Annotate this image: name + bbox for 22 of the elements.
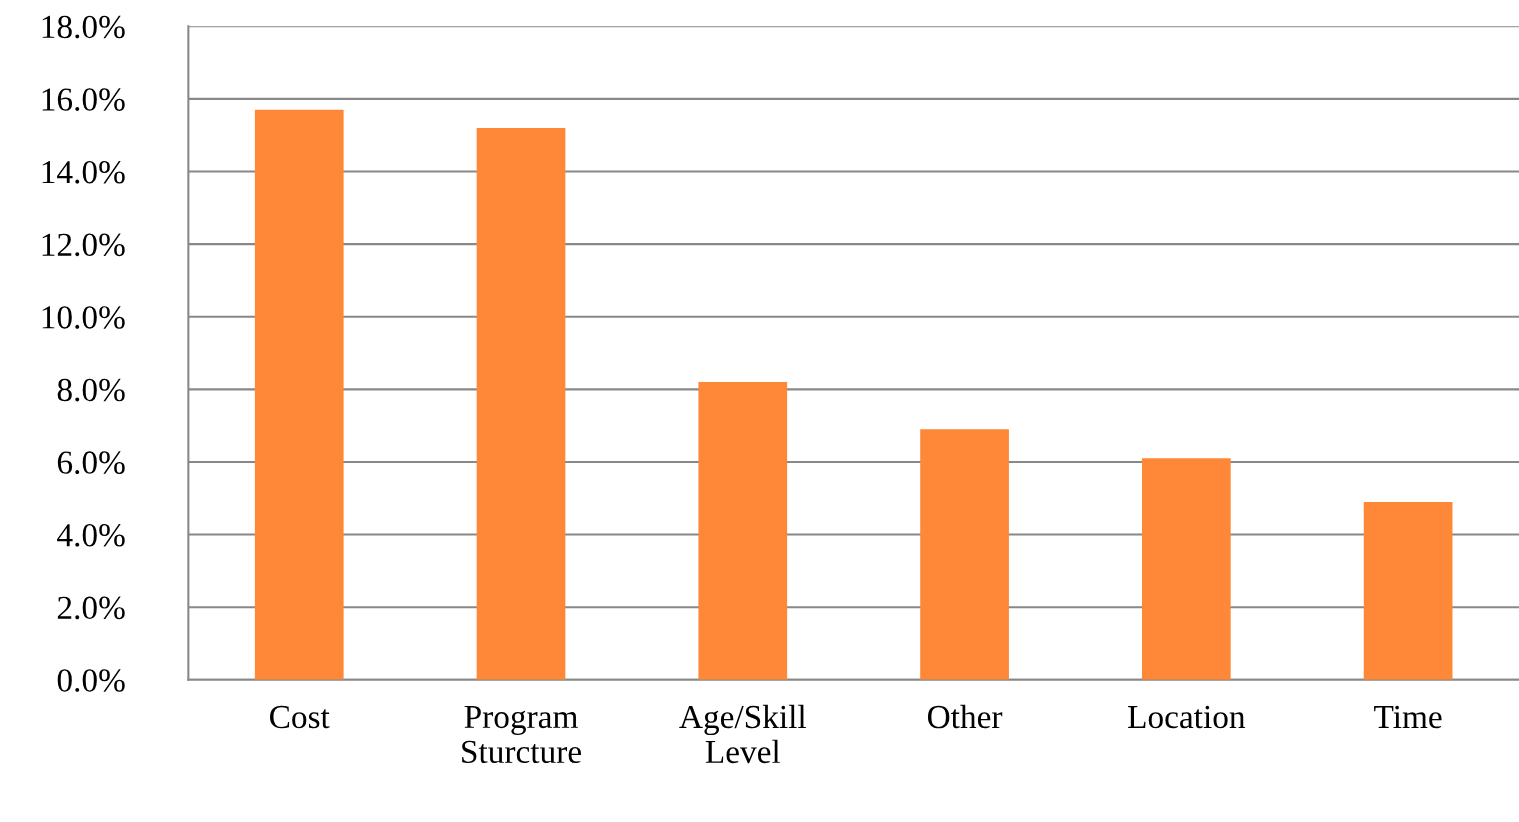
- y-tick-label: 2.0%: [57, 596, 125, 620]
- x-tick-label: Location: [1128, 705, 1246, 729]
- y-tick-label: 8.0%: [57, 378, 125, 402]
- x-tick-label: Age/Skill Level: [679, 704, 807, 764]
- y-tick-label: 4.0%: [57, 523, 125, 547]
- bar: [1363, 501, 1453, 680]
- bar: [254, 109, 344, 680]
- bar: [1141, 458, 1231, 680]
- bar: [920, 429, 1009, 680]
- y-tick-label: 18.0%: [42, 15, 125, 39]
- y-tick-label: 10.0%: [42, 306, 125, 329]
- x-tick-label: Cost: [270, 705, 330, 729]
- y-tick-label: 14.0%: [42, 160, 125, 184]
- y-tick-label: 16.0%: [42, 88, 125, 111]
- y-tick-label: 6.0%: [57, 451, 125, 474]
- y-tick-label: 0.0%: [57, 669, 125, 692]
- x-tick-label: Program Sturcture: [462, 706, 581, 764]
- x-tick-label: Other: [927, 704, 1003, 729]
- bar: [476, 127, 566, 680]
- x-tick-label: Time: [1374, 705, 1442, 729]
- bar: [698, 382, 788, 680]
- y-tick-label: 12.0%: [42, 233, 125, 257]
